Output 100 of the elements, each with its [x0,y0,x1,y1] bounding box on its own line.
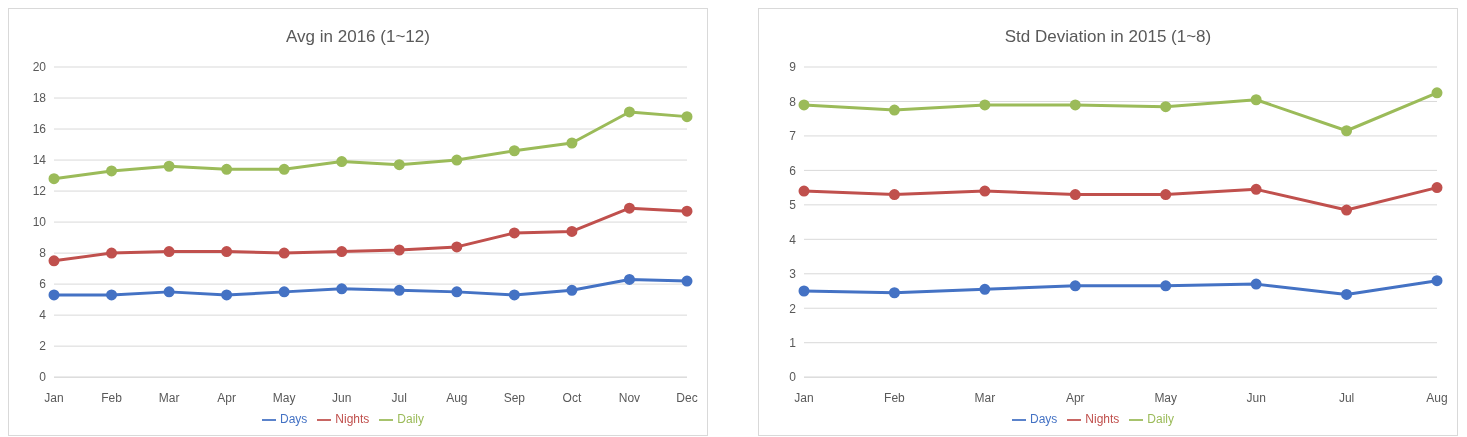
point [393,284,405,296]
point [451,241,463,253]
point [106,247,118,259]
x-tick-label: Nov [618,390,641,405]
point [798,99,810,111]
legend-label: Nights [1085,412,1120,427]
point [48,289,60,301]
point [979,185,991,197]
y-tick-label: 10 [32,215,47,230]
x-tick-label: Aug [446,390,468,405]
point [1069,280,1081,292]
point [336,283,348,295]
x-tick-label: Jul [391,390,407,405]
x-tick-label: Oct [562,390,582,405]
point [681,205,693,217]
legend-label: Days [279,412,308,427]
chart-title: Std Deviation in 2015 (1~8) [1003,27,1213,48]
point [1431,87,1443,99]
point [451,286,463,298]
point [1250,94,1262,106]
x-tick-label: Dec [676,390,698,405]
y-tick-label: 2 [39,339,47,354]
point [1341,125,1353,137]
point [681,111,693,123]
legend-label: Days [1029,412,1058,427]
y-tick-label: 5 [789,198,797,213]
point [888,104,900,116]
y-tick-label: 7 [789,129,797,144]
point [798,285,810,297]
point [221,163,233,175]
y-tick-label: 16 [32,122,47,137]
x-tick-label: Apr [1065,390,1085,405]
point [681,275,693,287]
point [48,255,60,267]
point [1431,182,1443,194]
point [1431,275,1443,287]
point [623,202,635,214]
y-tick-label: 0 [39,370,47,385]
y-tick-label: 4 [789,232,797,247]
point [278,163,290,175]
x-tick-label: Jun [332,390,352,405]
point [508,227,520,239]
y-tick-label: 12 [32,184,47,199]
point [278,247,290,259]
point [508,145,520,157]
point [1341,288,1353,300]
y-tick-label: 9 [789,60,797,75]
x-tick-label: Jul [1338,390,1355,405]
y-tick-label: 0 [789,370,797,385]
point [566,225,578,237]
y-tick-label: 2 [789,301,797,316]
point [1160,189,1172,201]
point [888,189,900,201]
point [163,160,175,172]
point [1069,99,1081,111]
point [163,246,175,258]
x-tick-label: Jan [44,390,64,405]
legend-label: Daily [1147,412,1175,427]
x-tick-label: Apr [217,390,236,405]
x-tick-label: May [272,390,296,405]
point [393,159,405,171]
point [336,156,348,168]
legend-label: Daily [397,412,425,427]
y-tick-label: 20 [32,60,47,75]
x-tick-label: Jun [1246,390,1266,405]
point [1160,101,1172,113]
x-tick-label: Feb [884,390,906,405]
x-tick-label: Mar [974,390,996,405]
point [278,286,290,298]
point [393,244,405,256]
y-tick-label: 4 [39,308,47,323]
point [888,287,900,299]
point [1160,280,1172,292]
point [623,106,635,118]
point [1069,189,1081,201]
x-tick-label: May [1154,390,1178,405]
point [566,284,578,296]
point [451,154,463,166]
x-tick-label: Sep [503,390,526,405]
y-tick-label: 6 [789,163,797,178]
y-tick-label: 6 [39,277,47,292]
legend-label: Nights [335,412,370,427]
point [979,99,991,111]
x-tick-label: Aug [1426,390,1448,405]
point [336,246,348,258]
point [1250,278,1262,290]
point [1250,183,1262,195]
point [798,185,810,197]
point [1341,204,1353,216]
chart-title: Avg in 2016 (1~12) [285,27,431,48]
y-tick-label: 3 [789,267,797,282]
point [221,289,233,301]
y-tick-label: 1 [789,335,797,350]
point [163,286,175,298]
x-tick-label: Mar [158,390,180,405]
y-tick-label: 8 [39,246,47,261]
point [221,246,233,258]
point [48,173,60,185]
point [106,289,118,301]
y-tick-label: 14 [32,153,47,168]
